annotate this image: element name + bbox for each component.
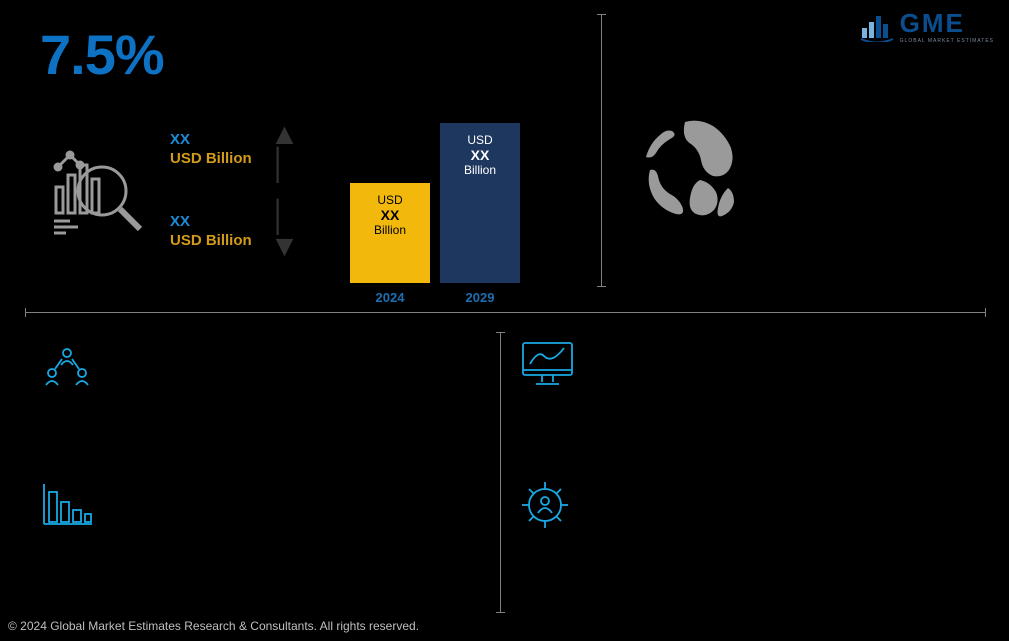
high-low-block: XX USD Billion ▲│ XX USD Billion │▼	[170, 120, 299, 284]
gme-logo-mark	[860, 12, 894, 42]
bar-year-label: 2029	[440, 290, 520, 305]
gme-logo-text: GME	[900, 10, 994, 36]
high-unit: USD Billion	[170, 150, 252, 169]
target-user-icon	[520, 480, 570, 535]
copyright-footer: © 2024 Global Market Estimates Research …	[8, 619, 419, 633]
analytics-search-icon	[50, 145, 150, 250]
arrow-up-icon: ▲│	[270, 120, 300, 180]
market-bar-chart: USDXXBillion 2024 USDXXBillion 2029	[350, 110, 550, 305]
divider-cap	[597, 286, 606, 287]
divider-mid-horizontal	[25, 312, 985, 313]
divider-top-vertical	[601, 14, 602, 286]
high-xx: XX	[170, 131, 252, 150]
gme-logo: GME GLOBAL MARKET ESTIMATES	[860, 10, 994, 44]
divider-cap	[496, 612, 505, 613]
divider-cap	[985, 308, 986, 317]
bar-year-label: 2024	[350, 290, 430, 305]
low-xx: XX	[170, 213, 252, 232]
infographic-canvas: GME GLOBAL MARKET ESTIMATES 7.5% XX	[0, 0, 1009, 641]
monitor-trend-icon	[520, 340, 575, 393]
high-row: XX USD Billion ▲│	[170, 120, 299, 180]
gme-logo-subtitle: GLOBAL MARKET ESTIMATES	[900, 38, 994, 44]
arrow-down-icon: │▼	[270, 202, 300, 262]
divider-cap	[597, 14, 606, 15]
divider-cap	[496, 332, 505, 333]
divider-cap	[25, 308, 26, 317]
bar-2029: USDXXBillion	[440, 123, 520, 283]
bar-decline-icon	[40, 480, 95, 533]
globe-icon	[630, 110, 760, 245]
divider-low-vertical	[500, 332, 501, 612]
bar-2024: USDXXBillion	[350, 183, 430, 283]
low-unit: USD Billion	[170, 232, 252, 251]
people-network-icon	[40, 345, 95, 395]
cagr-value: 7.5%	[40, 22, 164, 87]
low-row: XX USD Billion │▼	[170, 202, 299, 262]
